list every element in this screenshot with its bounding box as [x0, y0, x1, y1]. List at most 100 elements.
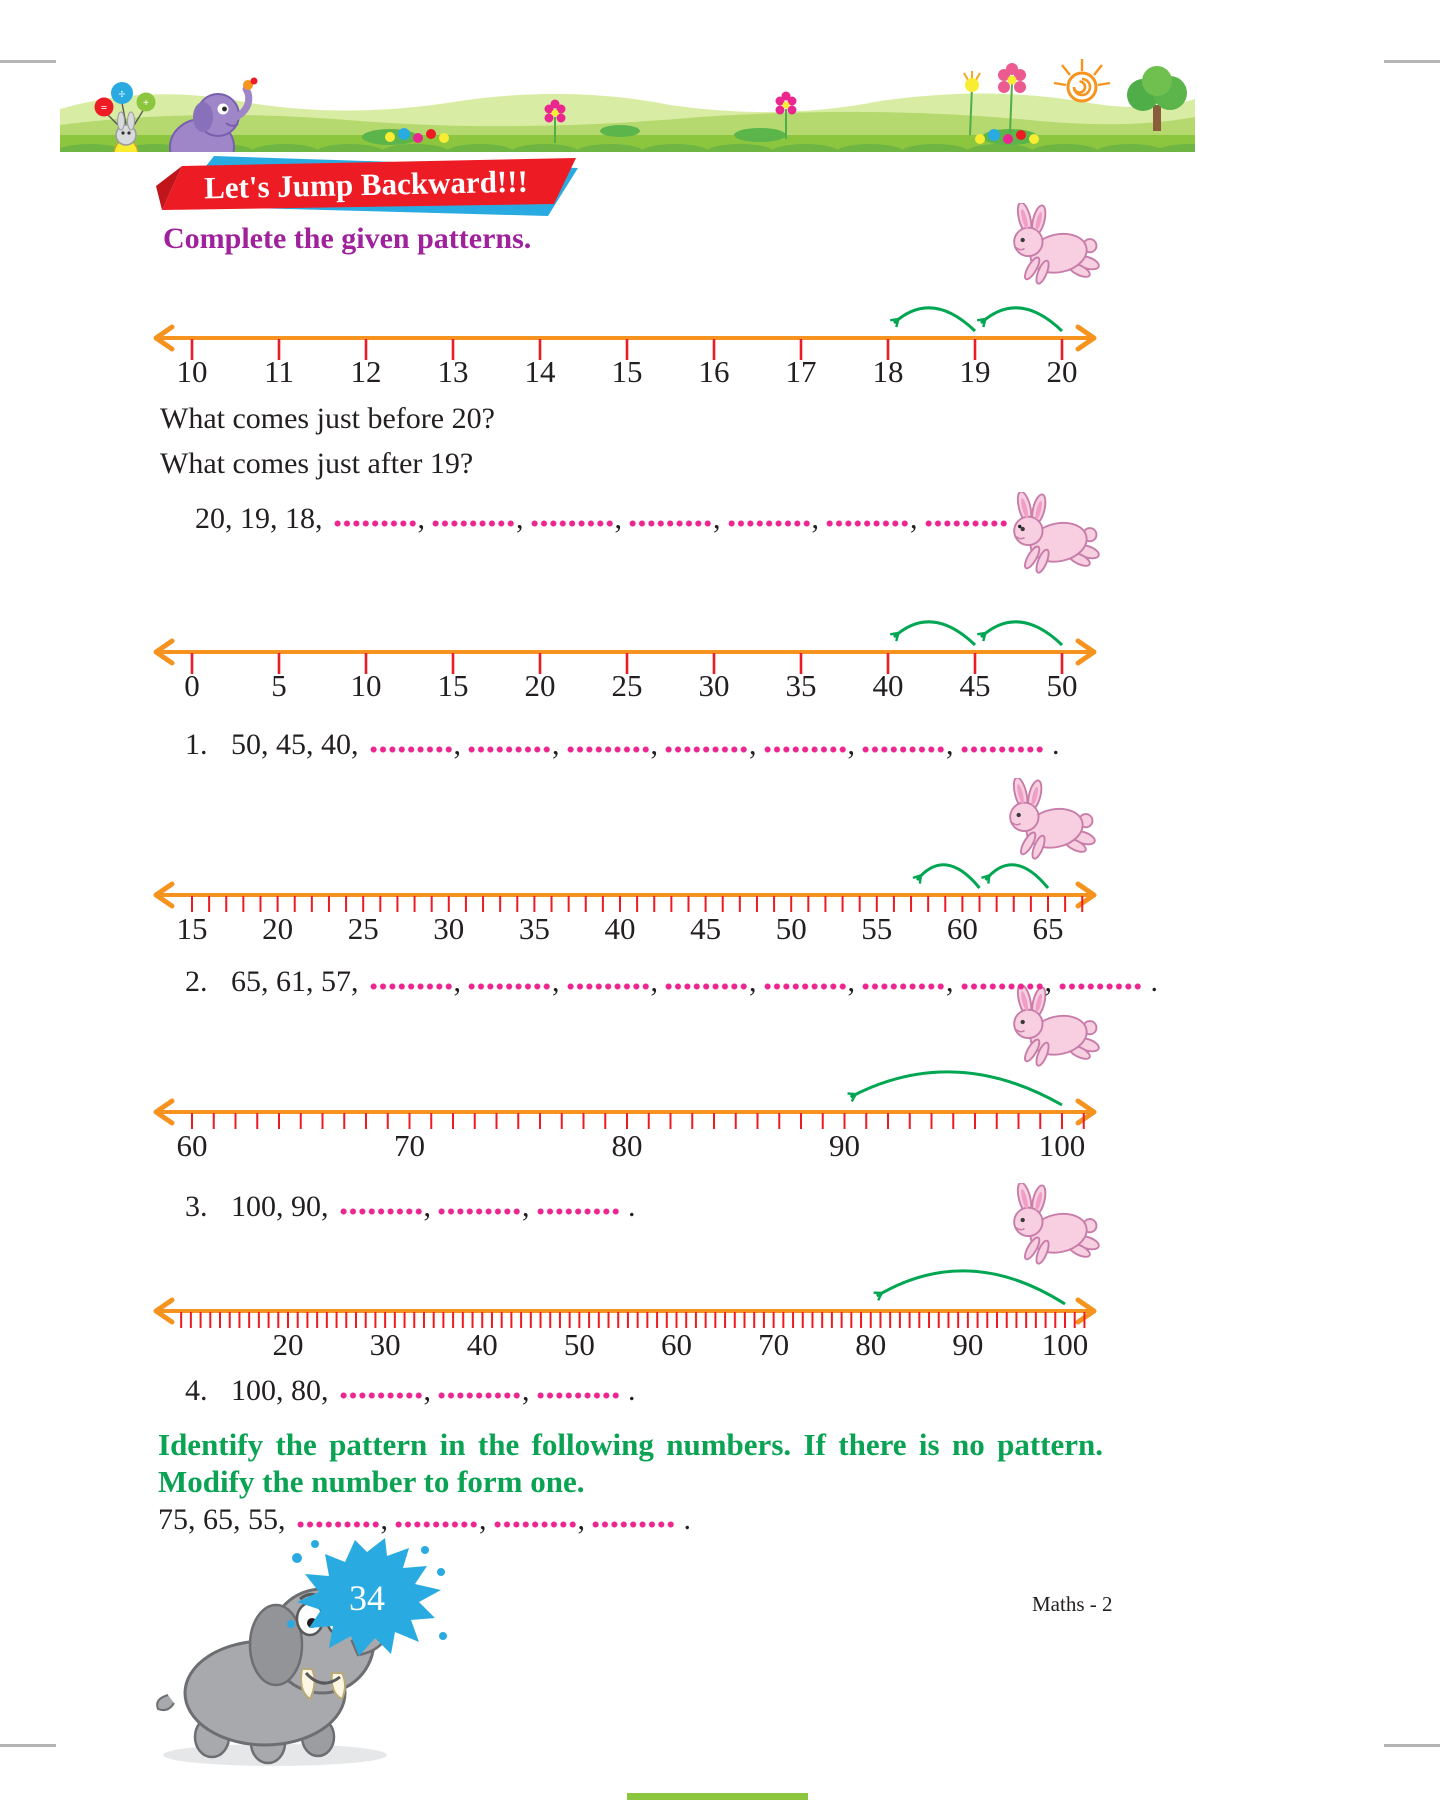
crop-mark — [1384, 1744, 1440, 1747]
svg-text:30: 30 — [699, 668, 730, 703]
answer-blank[interactable] — [861, 745, 945, 754]
number-line-10-20: 10 11 12 13 14 15 16 17 18 19 20 — [150, 268, 1100, 393]
separator: , — [577, 1503, 586, 1536]
svg-text:90: 90 — [829, 1128, 860, 1163]
balloon-equals — [94, 97, 114, 117]
svg-text:÷: ÷ — [118, 86, 125, 101]
answer-blank[interactable] — [565, 982, 650, 991]
pattern-given: 65, 61, 57, — [231, 965, 359, 998]
answer-blank[interactable] — [591, 1520, 675, 1529]
pattern-row: 4. 100, 80,,, . — [185, 1374, 636, 1408]
answer-blank[interactable] — [762, 745, 847, 754]
answer-blanks: ,,, . — [290, 1503, 691, 1536]
svg-text:17: 17 — [786, 354, 817, 389]
pattern-row: 75, 65, 55,,,, . — [158, 1503, 691, 1537]
svg-text:25: 25 — [348, 911, 379, 946]
separator: , — [479, 1503, 487, 1536]
svg-text:80: 80 — [612, 1128, 643, 1163]
answer-blank[interactable] — [437, 1391, 521, 1400]
pattern-number: 4. — [185, 1374, 208, 1407]
separator: , — [811, 502, 820, 535]
separator: , — [946, 965, 954, 998]
svg-text:18: 18 — [873, 354, 904, 389]
separator: , — [552, 965, 560, 998]
svg-text:19: 19 — [960, 354, 991, 389]
answer-blank[interactable] — [492, 1520, 577, 1529]
grass-scallops — [60, 144, 1195, 152]
separator: . — [620, 1374, 636, 1407]
flower-icon — [998, 63, 1026, 134]
balloon-divide — [111, 82, 133, 104]
separator: , — [552, 728, 560, 761]
answer-blank[interactable] — [529, 519, 614, 528]
answer-blank[interactable] — [959, 982, 1044, 991]
svg-text:35: 35 — [519, 911, 550, 946]
answer-blank[interactable] — [467, 982, 551, 991]
pattern-row: 1. 50, 45, 40,,,,,,, . — [185, 728, 1060, 762]
svg-text:20: 20 — [273, 1327, 304, 1362]
answer-blank[interactable] — [628, 519, 712, 528]
pattern-number: 3. — [185, 1190, 208, 1223]
answer-blank[interactable] — [535, 1391, 620, 1400]
answer-blank[interactable] — [368, 982, 453, 991]
answer-blank[interactable] — [825, 519, 909, 528]
answer-blanks: ,,,,,, . — [363, 728, 1060, 761]
answer-blank[interactable] — [295, 1520, 380, 1529]
answer-blank[interactable] — [959, 745, 1044, 754]
answer-blank[interactable] — [664, 982, 748, 991]
answer-blank[interactable] — [923, 519, 1008, 528]
answer-blanks: ,,,,,, . — [327, 502, 1024, 535]
svg-text:50: 50 — [1047, 668, 1078, 703]
svg-text:50: 50 — [564, 1327, 595, 1362]
answer-blank[interactable] — [565, 745, 650, 754]
svg-text:70: 70 — [758, 1327, 789, 1362]
answer-blank[interactable] — [535, 1207, 620, 1216]
answer-blank[interactable] — [394, 1520, 478, 1529]
answer-blank[interactable] — [437, 1207, 521, 1216]
answer-blank[interactable] — [338, 1391, 423, 1400]
number-line-20-100: 20 30 40 50 60 70 80 90 100 — [150, 1241, 1100, 1366]
separator: , — [946, 728, 954, 761]
pattern-given: 50, 45, 40, — [231, 728, 359, 761]
instruction-line-2: Modify the number to form one. — [158, 1464, 585, 1499]
book-label: Maths - 2 — [1032, 1592, 1113, 1616]
answer-blank[interactable] — [332, 519, 417, 528]
pattern-row: 2. 65, 61, 57,,,,,,,, . — [185, 965, 1158, 999]
separator: , — [522, 1374, 530, 1407]
answer-blank[interactable] — [338, 1207, 423, 1216]
svg-text:60: 60 — [947, 911, 978, 946]
separator: , — [847, 728, 856, 761]
answer-blank[interactable] — [1058, 982, 1142, 991]
svg-text:15: 15 — [177, 911, 208, 946]
answer-blank[interactable] — [664, 745, 748, 754]
answer-blank[interactable] — [368, 745, 453, 754]
pattern-given: 20, 19, 18, — [195, 502, 323, 535]
svg-text:40: 40 — [605, 911, 636, 946]
answer-blanks: ,, . — [333, 1374, 636, 1407]
answer-blank[interactable] — [762, 982, 847, 991]
title-ribbon: Let's Jump Backward!!! — [156, 154, 586, 220]
svg-text:12: 12 — [351, 354, 382, 389]
next-page-edge — [627, 1793, 808, 1800]
svg-text:45: 45 — [690, 911, 721, 946]
answer-blank[interactable] — [467, 745, 551, 754]
svg-text:20: 20 — [262, 911, 293, 946]
svg-text:30: 30 — [433, 911, 464, 946]
svg-text:70: 70 — [394, 1128, 425, 1163]
crop-mark — [0, 1744, 56, 1747]
number-line-60-100: 60 70 80 90 100 — [150, 1042, 1100, 1167]
flower-cluster-icon — [385, 128, 1039, 144]
separator: , — [713, 502, 721, 535]
answer-blank[interactable] — [861, 982, 945, 991]
svg-text:60: 60 — [661, 1327, 692, 1362]
answer-blank[interactable] — [726, 519, 811, 528]
tree-icon — [1127, 66, 1187, 131]
answer-blank[interactable] — [431, 519, 515, 528]
svg-text:40: 40 — [467, 1327, 498, 1362]
svg-text:20: 20 — [1047, 354, 1078, 389]
separator: , — [910, 502, 918, 535]
separator: , — [417, 502, 426, 535]
svg-text:20: 20 — [525, 668, 556, 703]
balloon-plus — [136, 92, 156, 112]
question-after-19: What comes just after 19? — [160, 447, 474, 480]
